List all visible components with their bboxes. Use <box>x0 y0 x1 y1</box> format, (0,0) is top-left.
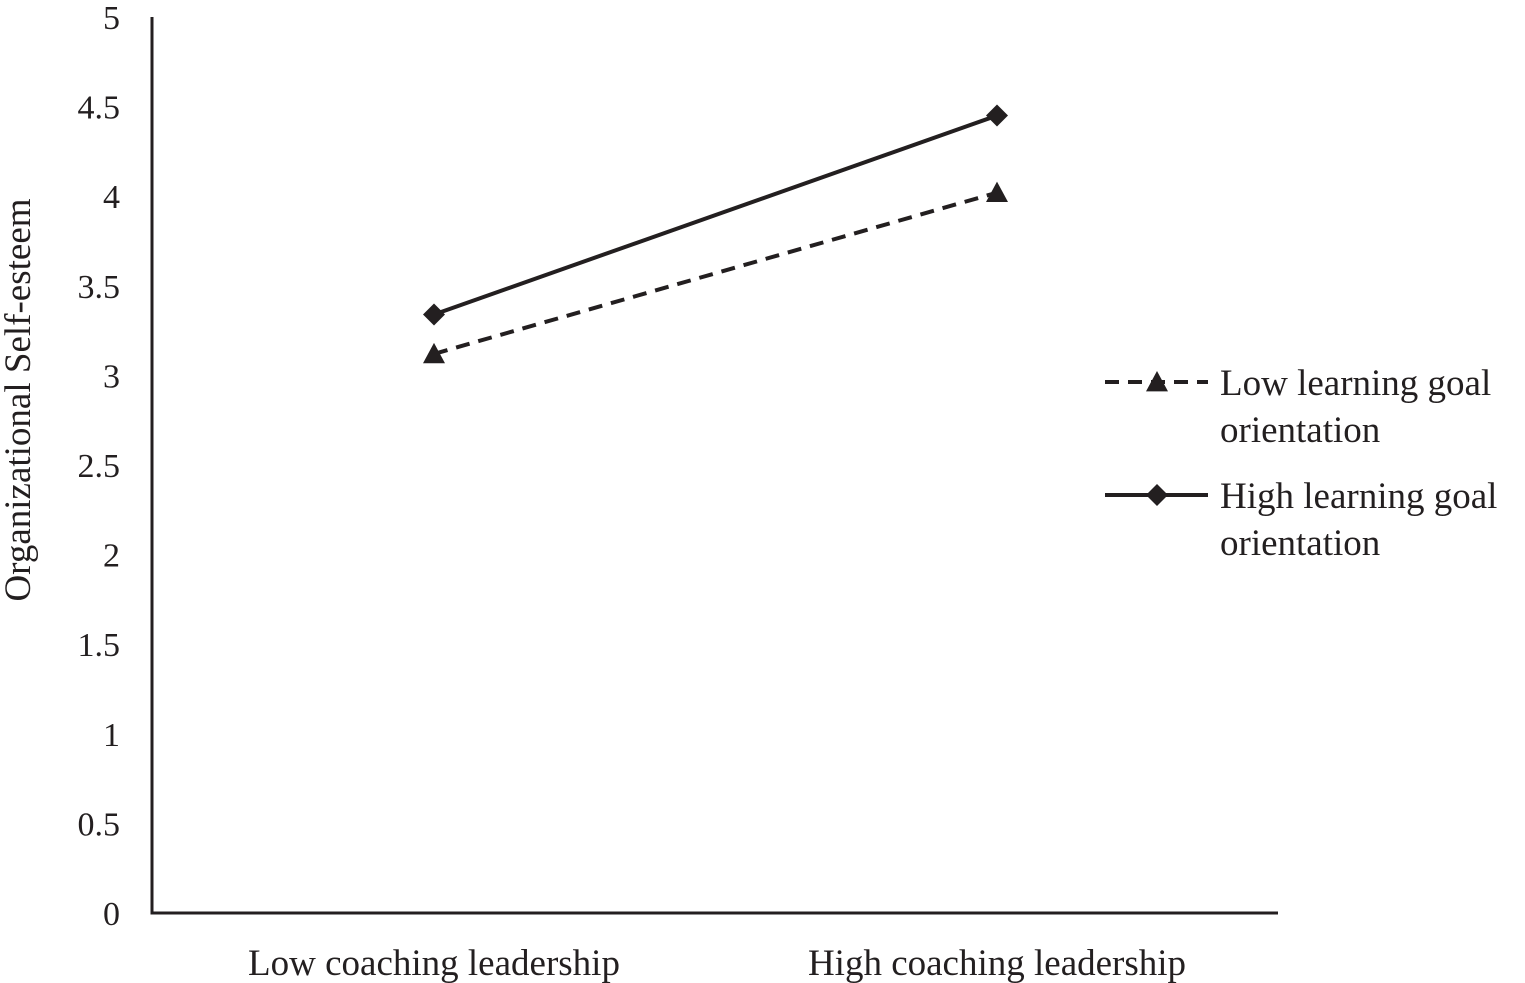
y-tick-label: 3 <box>103 358 120 395</box>
y-tick-label: 5 <box>103 0 120 37</box>
x-axis: Low coaching leadership High coaching lea… <box>150 911 1278 983</box>
x-category-label: High coaching leadership <box>808 943 1186 983</box>
legend-label: Low learning goal <box>1220 363 1491 404</box>
x-category-label: Low coaching leadership <box>248 943 620 983</box>
legend-label: orientation <box>1220 410 1380 451</box>
legend-label: orientation <box>1220 523 1380 564</box>
series-line <box>433 190 998 356</box>
legend-marker-diamond <box>1146 484 1168 506</box>
y-axis: 0 0.5 1 1.5 2 2.5 3 3.5 4 4.5 5 <box>78 0 154 933</box>
legend-marker-triangle <box>1146 371 1168 392</box>
data-point-diamond <box>423 303 445 326</box>
legend-item: Low learning goal orientation <box>1105 363 1491 451</box>
y-axis-title: Organizational Self-esteem <box>0 198 39 601</box>
y-tick-label: 1 <box>103 717 120 754</box>
y-tick-label: 0 <box>103 896 120 933</box>
data-point-triangle <box>986 181 1008 202</box>
y-tick-label: 0.5 <box>78 806 121 843</box>
data-point-triangle <box>423 342 445 364</box>
legend-item: High learning goal orientation <box>1105 476 1497 564</box>
y-tick-label: 4.5 <box>78 90 121 127</box>
y-tick-label: 2.5 <box>78 448 121 485</box>
y-tick-label: 1.5 <box>78 627 121 664</box>
series-2 <box>423 104 1008 326</box>
y-tick-label: 4 <box>103 179 120 216</box>
y-tick-label: 2 <box>103 538 120 575</box>
plot-series <box>423 104 1008 364</box>
series-1 <box>423 181 1008 364</box>
y-tick-label: 3.5 <box>78 269 121 306</box>
data-point-diamond <box>986 104 1008 127</box>
series-line <box>433 113 998 317</box>
legend-label: High learning goal <box>1220 476 1497 517</box>
